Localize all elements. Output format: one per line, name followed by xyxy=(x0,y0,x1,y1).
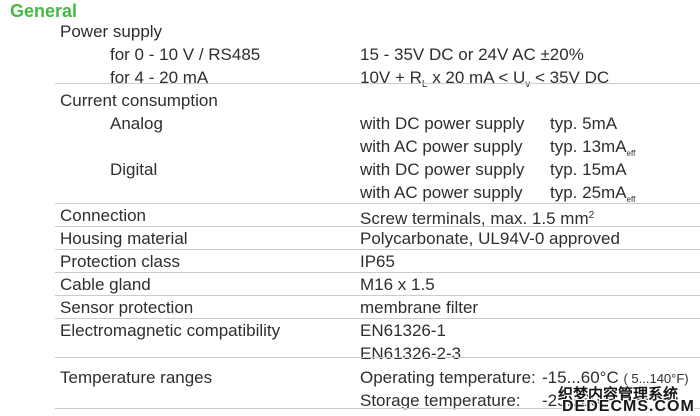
spec-value-cable-gland: M16 x 1.5 xyxy=(360,275,435,294)
spec-label-protection-class: Protection class xyxy=(60,252,180,271)
spec-label-connection: Connection xyxy=(60,206,147,225)
formula-part: < 35V DC xyxy=(530,68,610,87)
watermark-text-dedecms: DEDECMS.COM xyxy=(562,398,695,415)
row-divider xyxy=(55,83,700,84)
spec-group-current-consumption: Current consumption xyxy=(60,91,218,110)
formula-part: 10V + R xyxy=(360,68,422,87)
spec-value-sensor-protection: membrane filter xyxy=(360,298,479,317)
row-divider xyxy=(55,408,700,409)
row-divider xyxy=(55,295,700,296)
row-divider xyxy=(55,272,700,273)
spec-label-digital: Digital xyxy=(110,160,158,179)
watermark-text-cn: 织梦内容管理系统 xyxy=(558,386,679,403)
typ-value: typ. 13mA xyxy=(550,137,627,156)
row-divider xyxy=(55,226,700,227)
spec-value-housing-material: Polycarbonate, UL94V-0 approved xyxy=(360,229,620,248)
spec-typ-digital-ac: typ. 25mAeff xyxy=(550,183,635,210)
spec-label-sensor-protection: Sensor protection xyxy=(60,298,194,317)
formula-part: x 20 mA < U xyxy=(427,68,526,87)
value-text: Screw terminals, max. 1.5 mm xyxy=(360,209,589,228)
page-title: General xyxy=(10,1,78,21)
typ-value: typ. 25mA xyxy=(550,183,627,202)
spec-desc-digital-dc: with DC power supply xyxy=(360,160,525,179)
spec-label-emc: Electromagnetic compatibility xyxy=(60,321,281,340)
spec-label-0-10v-rs485: for 0 - 10 V / RS485 xyxy=(110,45,261,64)
subscript-v: v xyxy=(525,79,531,90)
spec-group-power-supply: Power supply xyxy=(60,22,163,41)
spec-label-housing-material: Housing material xyxy=(60,229,188,248)
spec-label-storage-temperature: Storage temperature: xyxy=(360,391,521,410)
spec-label-4-20ma: for 4 - 20 mA xyxy=(110,68,209,87)
spec-value-emc-2: EN61326-2-3 xyxy=(360,344,462,363)
spec-desc-analog-ac: with AC power supply xyxy=(360,137,523,156)
spec-value-4-20ma: 10V + RL x 20 mA < Uv < 35V DC xyxy=(360,68,609,95)
spec-typ-analog-ac: typ. 13mAeff xyxy=(550,137,635,164)
row-divider xyxy=(55,203,700,204)
subscript-eff: eff xyxy=(626,149,636,158)
row-divider xyxy=(55,249,700,250)
spec-label-temperature-ranges: Temperature ranges xyxy=(60,368,213,387)
spec-value-protection-class: IP65 xyxy=(360,252,395,271)
spec-typ-digital-dc: typ. 15mA xyxy=(550,160,627,179)
spec-label-cable-gland: Cable gland xyxy=(60,275,151,294)
value-celsius: -15...60°C xyxy=(542,368,619,387)
spec-typ-analog-dc: typ. 5mA xyxy=(550,114,618,133)
value-fahrenheit-note: ( 5...140°F) xyxy=(623,371,689,386)
spec-value-emc-1: EN61326-1 xyxy=(360,321,447,340)
row-divider xyxy=(55,318,700,319)
subscript-eff: eff xyxy=(626,195,636,204)
superscript-2: 2 xyxy=(588,210,595,221)
spec-label-analog: Analog xyxy=(110,114,163,133)
row-divider xyxy=(55,357,700,358)
spec-value-connection: Screw terminals, max. 1.5 mm2 xyxy=(360,206,594,229)
spec-value-0-10v-rs485: 15 - 35V DC or 24V AC ±20% xyxy=(360,45,584,64)
spec-label-operating-temperature: Operating temperature: xyxy=(360,368,536,387)
spec-desc-analog-dc: with DC power supply xyxy=(360,114,525,133)
spec-value-storage-temperature: -25...60 xyxy=(542,391,600,410)
spec-desc-digital-ac: with AC power supply xyxy=(360,183,523,202)
subscript-l: L xyxy=(421,79,428,90)
spec-value-operating-temperature: -15...60°C ( 5...140°F) xyxy=(542,368,689,389)
